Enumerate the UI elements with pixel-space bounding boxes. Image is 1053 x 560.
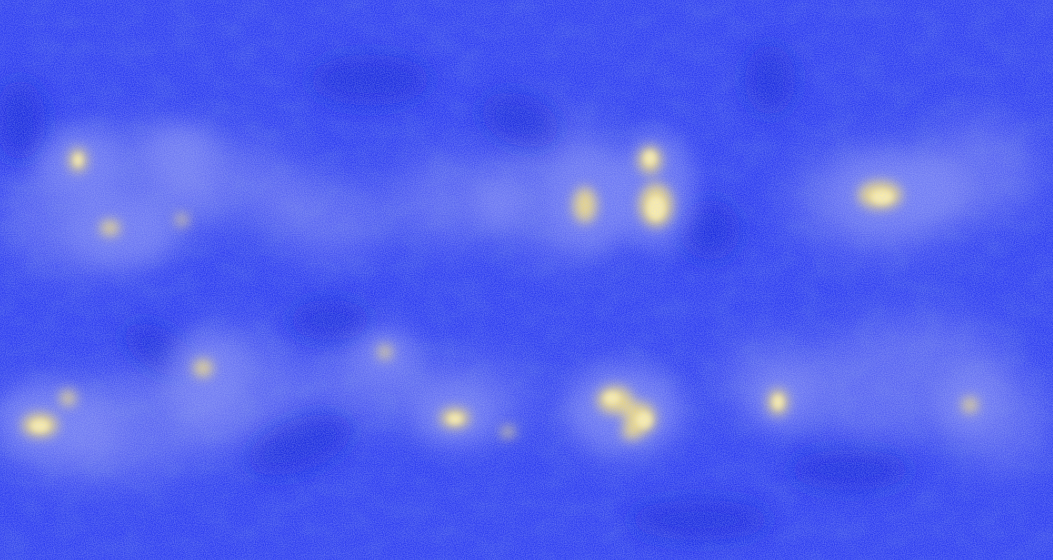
- image-frame: [0, 0, 1053, 560]
- fine-grain-noise: [0, 0, 1053, 560]
- intensity-map: [0, 0, 1053, 560]
